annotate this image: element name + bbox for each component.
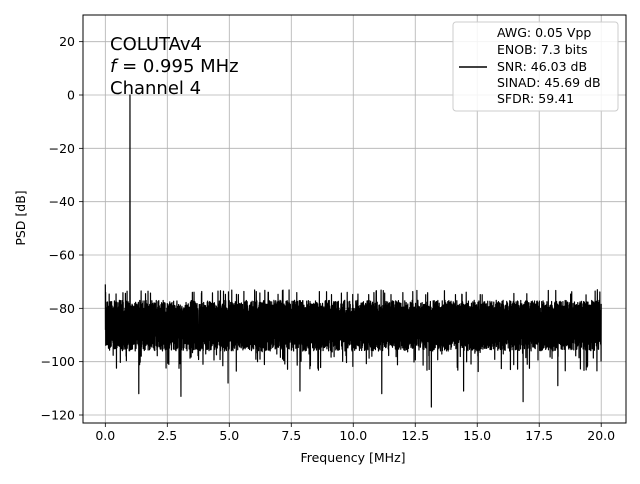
x-tick-label-8: 20.0 — [587, 428, 615, 443]
annotation-frequency-symbol: f — [110, 56, 119, 77]
y-axis-ticks: 20 0 −20 −40 −60 −80 −100 −120 — [41, 34, 83, 423]
x-tick-label-1: 2.5 — [157, 428, 177, 443]
legend-entry-sfdr: SFDR: 59.41 — [497, 91, 574, 106]
x-tick-label-6: 15.0 — [463, 428, 491, 443]
psd-series-line — [104, 94, 602, 408]
annotation-box: COLUTAv4 f = 0.995 MHz Channel 4 — [110, 34, 239, 99]
legend-box — [452, 21, 619, 112]
x-tick-label-7: 17.5 — [525, 428, 553, 443]
x-axis-label: Frequency [MHz] — [300, 450, 405, 465]
y-tick-label-2: −20 — [49, 141, 75, 156]
y-tick-label-1: 0 — [67, 88, 75, 103]
legend-entry-enob: ENOB: 7.3 bits — [497, 42, 588, 57]
annotation-frequency: f = 0.995 MHz — [110, 56, 239, 77]
y-tick-label-4: −60 — [49, 248, 75, 263]
legend-entry-snr: SNR: 46.03 dB — [497, 59, 587, 74]
x-tick-label-2: 5.0 — [219, 428, 239, 443]
psd-trace — [104, 94, 602, 408]
legend-entry-sinad: SINAD: 45.69 dB — [497, 75, 601, 90]
x-axis-ticks: 0.0 2.5 5.0 7.5 10.0 12.5 15.0 17.5 20.0 — [95, 423, 615, 443]
y-tick-label-6: −100 — [41, 354, 75, 369]
y-axis-label: PSD [dB] — [13, 190, 28, 245]
annotation-frequency-value: = 0.995 MHz — [116, 56, 238, 77]
y-tick-label-0: 20 — [59, 34, 75, 49]
y-tick-label-3: −40 — [49, 194, 75, 209]
legend-entry-awg: AWG: 0.05 Vpp — [497, 25, 591, 40]
x-tick-label-0: 0.0 — [95, 428, 115, 443]
annotation-channel: Channel 4 — [110, 78, 201, 99]
x-tick-label-3: 7.5 — [281, 428, 301, 443]
annotation-chip-name: COLUTAv4 — [110, 34, 202, 55]
legend: AWG: 0.05 Vpp ENOB: 7.3 bits SNR: 46.03 … — [452, 21, 619, 112]
x-tick-label-5: 12.5 — [401, 428, 429, 443]
x-tick-label-4: 10.0 — [339, 428, 367, 443]
y-tick-label-5: −80 — [49, 301, 75, 316]
axes-frame — [82, 14, 627, 424]
y-tick-label-7: −120 — [41, 408, 75, 423]
